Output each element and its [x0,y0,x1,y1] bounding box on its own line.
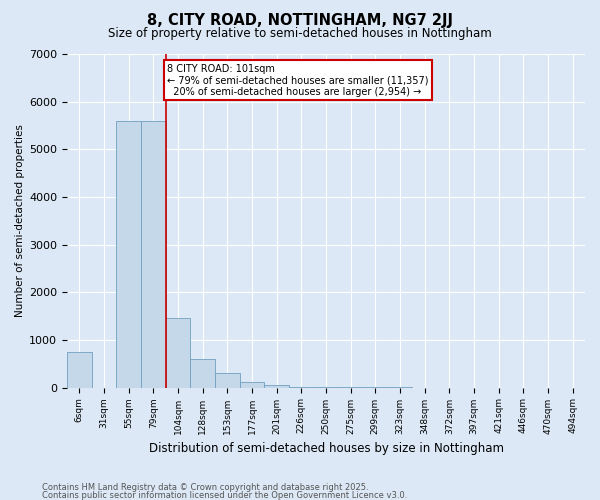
Y-axis label: Number of semi-detached properties: Number of semi-detached properties [15,124,25,317]
X-axis label: Distribution of semi-detached houses by size in Nottingham: Distribution of semi-detached houses by … [149,442,503,455]
Bar [239,382,265,388]
Bar [141,120,166,388]
Bar [265,385,289,388]
Bar [67,352,92,388]
Text: Size of property relative to semi-detached houses in Nottingham: Size of property relative to semi-detach… [108,28,492,40]
Bar [166,318,190,388]
Text: Contains public sector information licensed under the Open Government Licence v3: Contains public sector information licen… [42,491,407,500]
Text: 8 CITY ROAD: 101sqm
← 79% of semi-detached houses are smaller (11,357)
  20% of : 8 CITY ROAD: 101sqm ← 79% of semi-detach… [167,64,428,96]
Bar [215,374,239,388]
Text: Contains HM Land Registry data © Crown copyright and database right 2025.: Contains HM Land Registry data © Crown c… [42,484,368,492]
Text: 8, CITY ROAD, NOTTINGHAM, NG7 2JJ: 8, CITY ROAD, NOTTINGHAM, NG7 2JJ [147,12,453,28]
Bar [289,386,314,388]
Bar [190,359,215,388]
Bar [116,120,141,388]
